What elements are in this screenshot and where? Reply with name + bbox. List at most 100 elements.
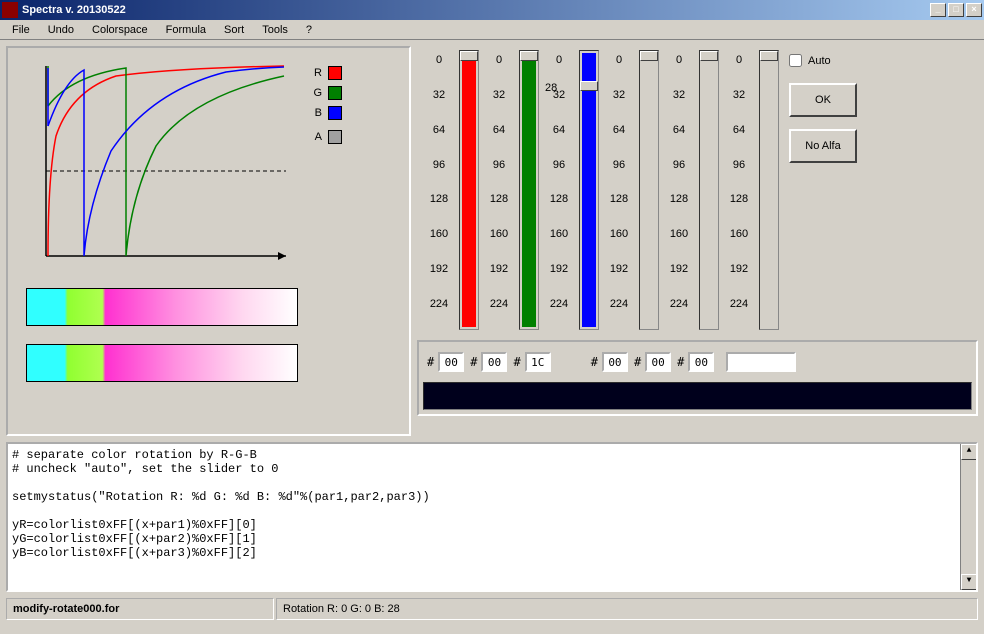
hex-5[interactable] bbox=[645, 352, 671, 372]
hash-4: # bbox=[591, 355, 598, 369]
slider-tick: 32 bbox=[479, 87, 519, 121]
hash-1: # bbox=[427, 355, 434, 369]
slider-tick: 224 bbox=[599, 296, 639, 330]
code-scrollbar[interactable]: ▲ ▼ bbox=[960, 444, 976, 590]
slider-tick: 0 bbox=[539, 52, 579, 86]
auto-checkbox[interactable] bbox=[789, 54, 802, 67]
menu-colorspace[interactable]: Colorspace bbox=[84, 22, 156, 38]
slider-tick: 192 bbox=[539, 261, 579, 295]
slider-b[interactable] bbox=[579, 50, 599, 330]
legend-a-swatch bbox=[328, 130, 342, 144]
result-color-bar bbox=[423, 382, 972, 410]
hash-3: # bbox=[513, 355, 520, 369]
hash-5: # bbox=[634, 355, 641, 369]
hex-b[interactable] bbox=[525, 352, 551, 372]
slider-tick: 160 bbox=[599, 226, 639, 260]
slider-tick: 0 bbox=[599, 52, 639, 86]
slider-tick: 160 bbox=[419, 226, 459, 260]
hex-r[interactable] bbox=[438, 352, 464, 372]
slider-tick: 160 bbox=[719, 226, 759, 260]
slider-tick: 128 bbox=[599, 191, 639, 225]
slider-tick: 160 bbox=[479, 226, 519, 260]
slider-tick: 0 bbox=[479, 52, 519, 86]
hash-6: # bbox=[677, 355, 684, 369]
slider-tick: 96 bbox=[659, 157, 699, 191]
menu-file[interactable]: File bbox=[4, 22, 38, 38]
legend-r-swatch bbox=[328, 66, 342, 80]
code-editor[interactable]: # separate color rotation by R-G-B # unc… bbox=[6, 442, 978, 592]
menu-tools[interactable]: Tools bbox=[254, 22, 296, 38]
legend-b-swatch bbox=[328, 106, 342, 120]
slider-tick: 32 bbox=[599, 87, 639, 121]
slider-tick: 224 bbox=[719, 296, 759, 330]
gradient-preview-2 bbox=[26, 344, 298, 382]
minimize-button[interactable]: _ bbox=[930, 3, 946, 17]
legend: R G B A bbox=[308, 66, 342, 150]
color-preview bbox=[726, 352, 796, 372]
slider-tick: 96 bbox=[599, 157, 639, 191]
slider-tick: 32 bbox=[719, 87, 759, 121]
slider-6[interactable] bbox=[759, 50, 779, 330]
hex-strip: # # # # # # bbox=[417, 340, 978, 416]
slider-tick: 64 bbox=[539, 122, 579, 156]
scroll-up-icon[interactable]: ▲ bbox=[961, 444, 977, 460]
menu-formula[interactable]: Formula bbox=[158, 22, 214, 38]
slider-tick: 128 bbox=[479, 191, 519, 225]
slider-tick: 224 bbox=[659, 296, 699, 330]
menu-help[interactable]: ? bbox=[298, 22, 320, 38]
status-file: modify-rotate000.for bbox=[6, 598, 274, 620]
slider-tick: 192 bbox=[719, 261, 759, 295]
slider-tick: 96 bbox=[719, 157, 759, 191]
slider-r[interactable] bbox=[459, 50, 479, 330]
app-icon bbox=[2, 2, 18, 18]
curve-graph bbox=[26, 56, 296, 276]
close-button[interactable]: × bbox=[966, 3, 982, 17]
legend-g-swatch bbox=[328, 86, 342, 100]
title-bar: Spectra v. 20130522 _ □ × bbox=[0, 0, 984, 20]
window-title: Spectra v. 20130522 bbox=[22, 4, 930, 16]
slider-tick: 96 bbox=[539, 157, 579, 191]
ok-button[interactable]: OK bbox=[789, 83, 857, 117]
hash-2: # bbox=[470, 355, 477, 369]
slider-tick: 128 bbox=[719, 191, 759, 225]
slider-tick: 160 bbox=[659, 226, 699, 260]
slider-tick: 0 bbox=[659, 52, 699, 86]
hex-6[interactable] bbox=[688, 352, 714, 372]
menu-undo[interactable]: Undo bbox=[40, 22, 82, 38]
scroll-down-icon[interactable]: ▼ bbox=[961, 574, 977, 590]
slider-tick: 224 bbox=[539, 296, 579, 330]
menu-sort[interactable]: Sort bbox=[216, 22, 252, 38]
legend-b-label: B bbox=[308, 107, 322, 119]
sliders-panel: 0326496128160192224 0326496128160192224 … bbox=[417, 46, 978, 336]
slider-tick: 224 bbox=[419, 296, 459, 330]
slider-tick: 96 bbox=[479, 157, 519, 191]
slider-tick: 64 bbox=[419, 122, 459, 156]
slider-tick: 0 bbox=[419, 52, 459, 86]
legend-r-label: R bbox=[308, 67, 322, 79]
slider-tick: 0 bbox=[719, 52, 759, 86]
hex-g[interactable] bbox=[481, 352, 507, 372]
slider-tick: 192 bbox=[659, 261, 699, 295]
status-info: Rotation R: 0 G: 0 B: 28 bbox=[276, 598, 978, 620]
hex-4[interactable] bbox=[602, 352, 628, 372]
auto-label: Auto bbox=[808, 55, 831, 67]
slider-tick: 128 bbox=[419, 191, 459, 225]
slider-4[interactable] bbox=[639, 50, 659, 330]
slider-tick: 224 bbox=[479, 296, 519, 330]
slider-tick: 64 bbox=[719, 122, 759, 156]
slider-tick: 64 bbox=[599, 122, 639, 156]
slider-tick: 96 bbox=[419, 157, 459, 191]
maximize-button[interactable]: □ bbox=[948, 3, 964, 17]
slider-tick: 32 bbox=[419, 87, 459, 121]
menu-bar: File Undo Colorspace Formula Sort Tools … bbox=[0, 20, 984, 40]
noalfa-button[interactable]: No Alfa bbox=[789, 129, 857, 163]
slider-tick: 192 bbox=[419, 261, 459, 295]
slider-g[interactable] bbox=[519, 50, 539, 330]
slider-tick: 64 bbox=[659, 122, 699, 156]
slider-tick: 160 bbox=[539, 226, 579, 260]
slider-tick: 64 bbox=[479, 122, 519, 156]
slider-5[interactable] bbox=[699, 50, 719, 330]
gradient-preview-1 bbox=[26, 288, 298, 326]
slider-tick-extra: 28 bbox=[545, 82, 557, 94]
slider-tick: 32 bbox=[659, 87, 699, 121]
